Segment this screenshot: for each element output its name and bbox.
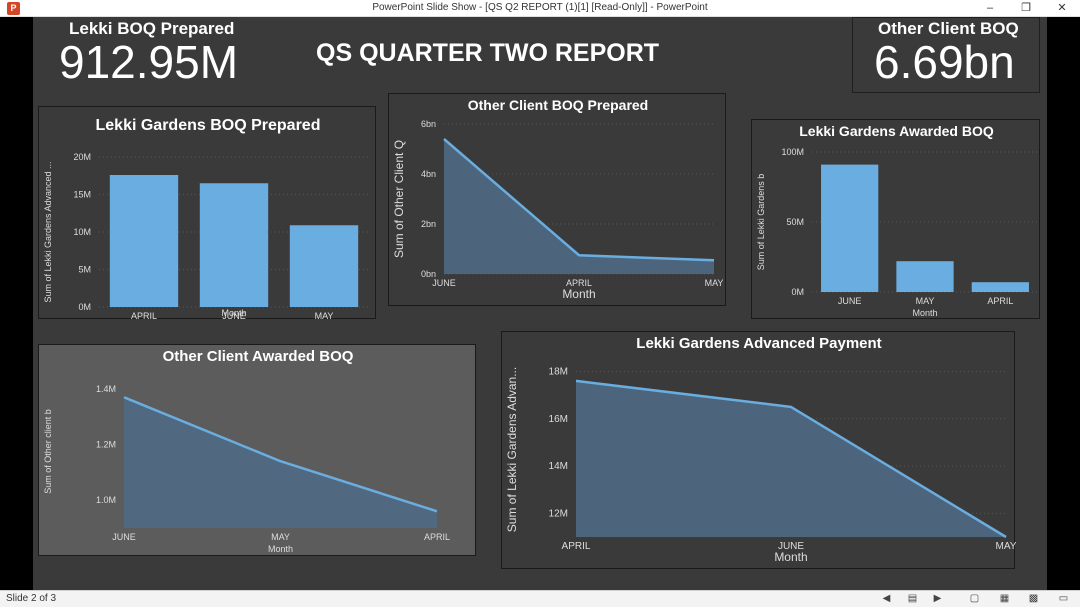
kpi-right-value: 6.69bn [874,36,1015,88]
bar [971,282,1029,292]
x-tick-label: MAY [315,311,334,320]
chart-title: Lekki Gardens Awarded BOQ [799,123,994,139]
bar [289,225,359,307]
window-title: PowerPoint Slide Show - [QS Q2 REPORT (1… [372,2,708,13]
y-tick-label: 5M [78,265,91,275]
bar [109,175,179,307]
y-tick-label: 0M [791,287,804,297]
restore-icon[interactable]: ❐ [1021,2,1031,14]
status-bar: Slide 2 of 3 ◀ ▤ ▶ ▢ ▦ ▩ ▭ [0,590,1080,607]
chart-title: Other Client Awarded BOQ [163,348,354,365]
x-tick-label: MAY [271,532,290,542]
chart-lekki-awarded-boq: Lekki Gardens Awarded BOQ 0M 50M 100M Sum of… [756,123,1038,318]
chart-lekki-advanced-payment: Lekki Gardens Advanced Payment 12M 14M 16M 1… [505,335,1017,564]
panel-lekki-awarded-boq[interactable]: Lekki Gardens Awarded BOQ 0M 50M 100M Sum of… [751,119,1040,319]
y-tick-label: 1.4M [96,384,116,394]
bar [896,261,954,292]
series-line [575,379,1007,539]
minimize-icon[interactable]: – [986,2,994,14]
x-tick-label: JUNE [222,311,246,320]
reading-view-icon[interactable]: ▩ [1028,593,1039,604]
x-axis-label: Month [221,308,246,318]
slide: Lekki BOQ Prepared 912.95M QS QUARTER TW… [33,17,1047,590]
y-tick-label: 1.2M [96,440,116,450]
x-axis-label: Month [912,308,937,318]
previous-slide-icon[interactable]: ◀ [882,593,891,604]
x-tick-label: MAY [916,296,935,306]
kpi-left-value: 912.95M [59,36,239,88]
chart-title: Other Client BOQ Prepared [468,97,648,113]
panel-lekki-boq-prepared[interactable]: Lekki Gardens BOQ Prepared 0M 5M 10M 15M 20M S… [38,106,376,321]
y-axis-label: Sum of Other Client Q [392,140,406,258]
y-tick-label: 12M [549,508,568,519]
kpi-right-label: Other Client BOQ [878,19,1019,38]
letterbox-right [1047,17,1080,590]
y-tick-label: 14M [549,461,568,472]
y-tick-label: 16M [549,414,568,425]
y-tick-label: 18M [549,366,568,377]
powerpoint-icon: P [7,2,20,15]
normal-view-icon[interactable]: ▢ [969,593,980,604]
x-tick-label: APRIL [424,532,450,542]
y-tick-label: 15M [73,190,91,200]
chart-title: Lekki Gardens Advanced Payment [636,335,881,352]
y-axis-label: Sum of Lekki Gardens Advan... [505,367,519,532]
y-tick-label: 4bn [421,169,436,179]
window-titlebar: P PowerPoint Slide Show - [QS Q2 REPORT … [0,0,1080,17]
area-fill [576,380,1006,537]
x-axis-label: Month [774,550,807,564]
y-axis-label: Sum of Lekki Gardens b [756,174,766,271]
x-axis-label: Month [562,287,595,301]
bar [199,183,269,307]
y-axis-label: Sum of Other client b [43,409,53,494]
next-slide-icon[interactable]: ▶ [933,593,942,604]
x-tick-label: MAY [996,541,1016,552]
y-tick-label: 6bn [421,119,436,129]
y-tick-label: 100M [781,147,804,157]
x-tick-label: JUNE [778,541,804,552]
bar [821,164,879,292]
y-axis-label: Sum of Lekki Gardens Advanced ... [43,161,53,302]
area-fill [444,139,714,274]
y-tick-label: 20M [73,152,91,162]
y-tick-label: 2bn [421,219,436,229]
x-tick-label: APRIL [566,278,592,288]
y-tick-label: 50M [786,217,804,227]
y-tick-label: 0bn [421,269,436,279]
chart-other-client-awarded-boq: Other Client Awarded BOQ 1.0M 1.2M 1.4M Sum … [43,348,450,554]
y-tick-label: 0M [78,302,91,312]
panel-other-client-boq-prepared[interactable]: Other Client BOQ Prepared 0bn 2bn 4bn 6bn Sum… [388,93,726,306]
close-icon[interactable]: ✕ [1057,2,1067,14]
panel-other-client-awarded-boq[interactable]: Other Client Awarded BOQ 1.0M 1.2M 1.4M Sum … [38,344,476,556]
x-tick-label: JUNE [432,278,456,288]
series-line [123,396,438,513]
letterbox-left [0,17,33,590]
slide-menu-icon[interactable]: ▤ [907,593,918,604]
x-tick-label: MAY [705,278,724,288]
x-tick-label: APRIL [987,296,1013,306]
kpi-left-label: Lekki BOQ Prepared [69,19,235,38]
x-tick-label: APRIL [562,541,591,552]
x-axis-label: Month [268,544,293,554]
x-tick-label: JUNE [838,296,862,306]
y-tick-label: 1.0M [96,495,116,505]
slide-counter: Slide 2 of 3 [6,593,57,604]
chart-title: Lekki Gardens BOQ Prepared [96,117,321,134]
slideshow-view-icon[interactable]: ▭ [1058,593,1069,604]
chart-other-client-boq-prepared: Other Client BOQ Prepared 0bn 2bn 4bn 6bn Sum… [392,97,724,301]
slide-sorter-icon[interactable]: ▦ [999,593,1010,604]
chart-lekki-boq-prepared: Lekki Gardens BOQ Prepared 0M 5M 10M 15M 20M S… [43,117,369,321]
kpi-right-card [852,17,1040,93]
x-tick-label: APRIL [131,311,157,320]
y-tick-label: 10M [73,227,91,237]
series-line [443,138,715,262]
report-title: QS QUARTER TWO REPORT [316,39,660,67]
panel-lekki-advanced-payment[interactable]: Lekki Gardens Advanced Payment 12M 14M 16M 1… [501,331,1017,569]
x-tick-label: JUNE [112,532,136,542]
